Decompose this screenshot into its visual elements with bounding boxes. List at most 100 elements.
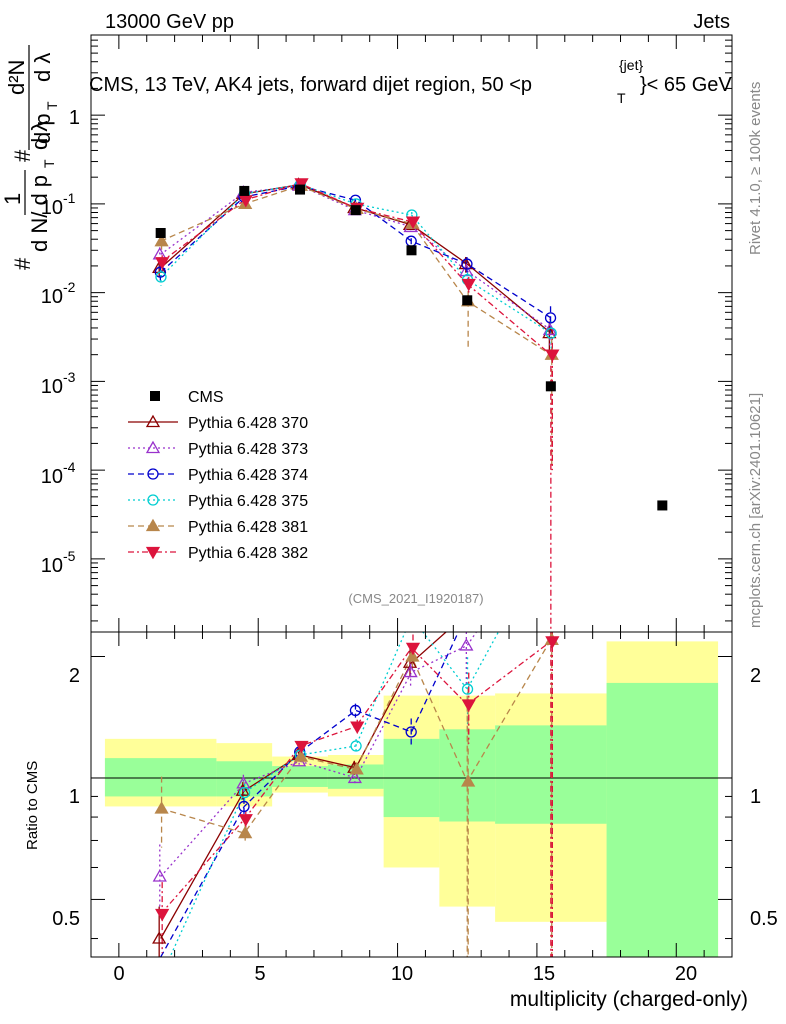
svg-text:-2: -2 [63,279,76,295]
marker-ratio-374-1 [238,800,250,813]
marker-ratio-382-4 [405,642,421,656]
marker-main-375-0 [155,271,167,283]
marker-ratio-382-1 [238,814,253,827]
title-main: CMS, 13 TeV, AK4 jets, forward dijet reg… [89,74,532,96]
legend-label-375: Pythia 6.428 375 [188,493,308,510]
svg-text:10: 10 [41,197,63,219]
x-axis-label: multiplicity (charged-only) [510,988,748,1011]
marker-ratio-370-0 [152,931,167,944]
y-tick-label-1e-1: 10 -1 [41,190,76,219]
y-tick-label-1e-2: 10 -2 [41,279,76,308]
marker-ratio-374-4 [405,726,417,738]
legend-marker-374 [147,468,159,480]
legend-label-373: Pythia 6.428 373 [188,441,308,458]
svg-text:10: 10 [41,376,63,398]
y-tick-label-1: 1 [69,107,80,129]
header-left: 13000 GeV pp [105,11,234,33]
svg-text:T: T [41,159,57,168]
series-line-ratio-374 [160,632,460,957]
x-tick-label-15: 15 [533,963,555,985]
y-axis-label-main: # 1 d N/ d p T d λ # d²N d p T d λ [0,45,60,270]
legend-label-cms: CMS [188,389,224,406]
x-tick-label-10: 10 [391,963,413,985]
marker-ratio-373-5 [459,638,474,651]
marker-main-373-6 [542,322,558,336]
y-tick-label-1e-5: 10 -5 [41,548,76,577]
y-axis-label-ratio: Ratio to CMS [24,761,41,850]
legend-marker-382 [145,546,161,560]
svg-text:10: 10 [41,466,63,488]
title-superscript: {jet} [619,57,643,73]
marker-main-375-6 [545,327,557,339]
marker-ratio-373-0 [152,869,167,882]
marker-ratio-373-4 [403,664,418,678]
marker-ratio-375-3 [350,740,362,752]
marker-ratio-382-0 [155,908,170,922]
svg-text:#: # [10,149,35,162]
x-tick-label-20: 20 [675,963,697,985]
marker-ratio-381-2 [293,749,309,762]
marker-ratio-382-6 [545,636,560,649]
x-tick-label-5: 5 [254,963,265,985]
mcplots-label: mcplots.cern.ch [arXiv:2401.10621] [747,393,764,628]
legend-label-382: Pythia 6.428 382 [188,545,308,562]
band-inner-7 [606,682,719,957]
marker-cms-7 [657,500,668,511]
svg-text:d p: d p [30,113,55,144]
ratio-tick-label-right-0.5: 0.5 [750,908,778,930]
svg-text:-5: -5 [63,548,76,564]
marker-ratio-381-3 [349,762,364,775]
marker-main-382-0 [155,257,170,270]
marker-cms-4 [406,245,417,256]
marker-ratio-375-1 [238,786,251,799]
ratio-panel-frame [90,631,733,958]
legend-marker-381 [145,518,161,532]
svg-text:#: # [10,257,35,270]
marker-main-374-6 [544,312,557,324]
ratio-tick-label-right-2: 2 [750,665,761,687]
marker-ratio-373-3 [347,770,362,784]
svg-text:1: 1 [0,193,25,205]
marker-ratio-382-2 [294,740,309,754]
marker-cms-1 [239,185,250,196]
marker-ratio-381-1 [238,825,253,839]
legend-marker-375 [147,494,159,506]
marker-ratio-382-3 [350,721,365,734]
svg-text:-1: -1 [63,190,76,206]
legend-marker-cms [150,391,160,401]
y-tick-label-1e-3: 10 -3 [41,369,76,398]
marker-cms-6 [545,381,556,392]
series-line-ratio-373 [160,632,478,877]
band-inner-0 [104,758,217,797]
legend-marker-373 [145,440,161,454]
marker-main-381-0 [154,233,169,247]
svg-text:d²N: d²N [4,60,29,95]
svg-text:-3: -3 [63,369,76,385]
marker-main-382-6 [545,349,560,362]
svg-text:10: 10 [41,286,63,308]
marker-main-382-2 [294,178,309,191]
marker-ratio-375-5 [461,683,474,695]
marker-cms-2 [295,184,306,195]
ratio-tick-label-2: 2 [69,665,80,687]
marker-main-373-5 [459,263,474,277]
main-panel-frame [90,34,733,633]
marker-main-382-4 [405,216,421,230]
band-inner-2 [272,766,328,787]
legend-label-381: Pythia 6.428 381 [188,519,308,536]
svg-text:10: 10 [41,555,63,577]
legend-marker-370 [145,414,161,428]
marker-ratio-381-5 [461,774,476,787]
data-markers [152,177,668,944]
svg-text:-4: -4 [63,459,76,475]
ratio-tick-label-1: 1 [69,786,80,808]
svg-text:d N/ d p: d N/ d p [27,175,52,252]
x-tick-label-0: 0 [113,963,124,985]
marker-main-382-5 [461,278,476,292]
marker-ratio-381-0 [154,801,169,814]
y-tick-label-1e-4: 10 -4 [41,459,76,488]
analysis-label: (CMS_2021_I1920187) [348,591,483,606]
legend-label-370: Pythia 6.428 370 [188,415,308,432]
svg-text:d λ: d λ [30,53,55,82]
